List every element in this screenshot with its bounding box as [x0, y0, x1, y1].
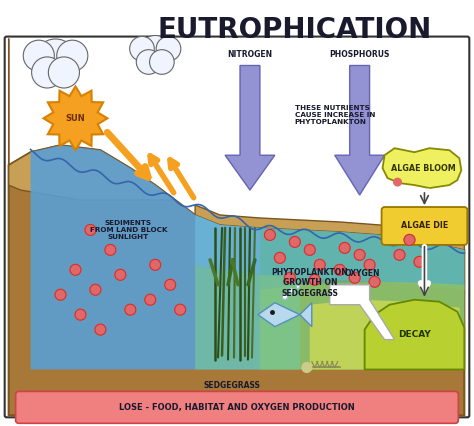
Polygon shape [225, 66, 275, 190]
Polygon shape [260, 282, 465, 369]
Circle shape [32, 57, 63, 88]
Circle shape [310, 274, 320, 285]
Text: PHYTOPLANKTON
GROWTH ON
SEDGEGRASS: PHYTOPLANKTON GROWTH ON SEDGEGRASS [272, 268, 348, 298]
FancyBboxPatch shape [5, 37, 469, 417]
Polygon shape [335, 66, 384, 195]
Circle shape [95, 324, 106, 335]
Circle shape [284, 272, 295, 283]
Circle shape [90, 284, 101, 295]
Text: LOSE - FOOD, HABITAT AND OXYGEN PRODUCTION: LOSE - FOOD, HABITAT AND OXYGEN PRODUCTI… [119, 403, 355, 412]
Polygon shape [195, 215, 465, 290]
Polygon shape [9, 145, 465, 415]
Circle shape [34, 39, 77, 82]
Text: THESE NUTRIENTS
CAUSE INCREASE IN
PHYTOPLANKTON: THESE NUTRIENTS CAUSE INCREASE IN PHYTOP… [295, 105, 375, 125]
Polygon shape [195, 205, 465, 250]
Polygon shape [44, 86, 108, 150]
Text: OXYGEN: OXYGEN [345, 269, 380, 278]
Circle shape [130, 37, 155, 61]
Circle shape [414, 256, 425, 268]
Text: SEDGEGRASS: SEDGEGRASS [203, 381, 260, 391]
Circle shape [369, 276, 380, 287]
Circle shape [364, 259, 375, 271]
Circle shape [302, 363, 312, 372]
Circle shape [283, 294, 287, 299]
Text: PHOSPHORUS: PHOSPHORUS [329, 49, 390, 58]
Text: EUTROPHICATION: EUTROPHICATION [158, 16, 432, 43]
Polygon shape [9, 369, 465, 415]
Circle shape [75, 309, 86, 320]
Circle shape [85, 225, 96, 236]
Circle shape [354, 249, 365, 260]
Circle shape [274, 252, 285, 263]
Circle shape [304, 245, 315, 255]
FancyBboxPatch shape [16, 391, 458, 423]
Text: DECAY: DECAY [398, 330, 431, 339]
Circle shape [404, 234, 415, 245]
Circle shape [334, 264, 345, 275]
Circle shape [70, 264, 81, 275]
Polygon shape [330, 285, 394, 340]
Polygon shape [31, 145, 260, 369]
Text: ALGAE DIE: ALGAE DIE [401, 222, 448, 230]
Text: ALGAE BLOOM: ALGAE BLOOM [391, 164, 456, 173]
Circle shape [150, 259, 161, 271]
Circle shape [150, 50, 174, 74]
Polygon shape [300, 303, 312, 327]
Polygon shape [9, 39, 175, 200]
Circle shape [175, 304, 186, 315]
Circle shape [137, 50, 161, 74]
Circle shape [394, 249, 405, 260]
Polygon shape [260, 228, 465, 369]
Text: NITROGEN: NITROGEN [228, 49, 273, 58]
FancyBboxPatch shape [382, 207, 467, 245]
Circle shape [115, 269, 126, 280]
Polygon shape [195, 265, 300, 369]
Circle shape [57, 40, 88, 71]
Polygon shape [310, 300, 465, 369]
Circle shape [156, 37, 181, 61]
Circle shape [339, 242, 350, 253]
Polygon shape [383, 148, 461, 188]
Text: SUN: SUN [65, 114, 85, 123]
Polygon shape [365, 300, 465, 369]
Circle shape [145, 294, 156, 305]
Text: SEDIMENTS
FROM LAND BLOCK
SUNLIGHT: SEDIMENTS FROM LAND BLOCK SUNLIGHT [90, 220, 167, 240]
Circle shape [349, 272, 360, 283]
Circle shape [105, 245, 116, 255]
Polygon shape [258, 303, 300, 327]
Circle shape [23, 40, 55, 71]
Circle shape [296, 285, 299, 288]
Circle shape [264, 230, 275, 240]
Circle shape [125, 304, 136, 315]
Circle shape [48, 57, 80, 88]
Circle shape [164, 279, 176, 290]
Circle shape [290, 289, 294, 293]
Circle shape [393, 178, 401, 186]
Circle shape [314, 259, 325, 271]
Circle shape [289, 236, 301, 248]
Circle shape [55, 289, 66, 300]
Circle shape [138, 35, 172, 69]
